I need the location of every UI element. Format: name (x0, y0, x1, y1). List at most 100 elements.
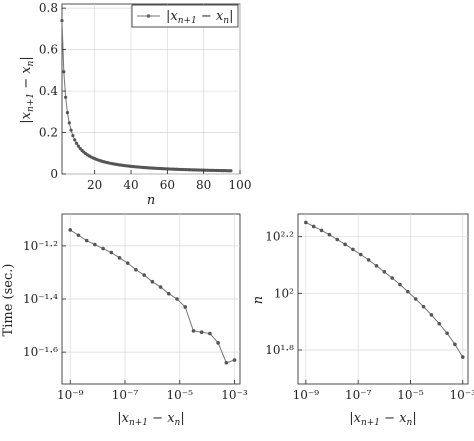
x-tick-label: 40 (123, 178, 138, 192)
data-point (101, 246, 105, 251)
data-point (71, 134, 75, 138)
data-point (374, 264, 379, 268)
data-point (167, 291, 171, 296)
data-point (453, 342, 457, 347)
x-tick-label: 10⁻³ (450, 388, 474, 402)
legend-marker (146, 14, 151, 18)
data-point (67, 121, 71, 125)
data-point (93, 242, 97, 247)
data-point (311, 224, 316, 229)
series-line (69, 229, 235, 364)
x-tick-label: 20 (87, 178, 102, 192)
y-tick-label: 10² (274, 286, 294, 300)
x-tick-label: 100 (229, 178, 252, 192)
y-tick-label: 10¹·⁸ (265, 343, 294, 357)
y-tick-label: 0 (50, 167, 58, 181)
data-point (327, 232, 332, 237)
data-point (351, 247, 355, 252)
data-point (335, 237, 340, 242)
data-point (460, 355, 465, 359)
y-tick-label: 0.4 (39, 84, 58, 98)
data-point (158, 285, 163, 289)
data-point (343, 242, 347, 247)
plot-frame-1 (61, 3, 241, 175)
data-point (429, 313, 434, 317)
x-tick-label: 10⁻⁷ (345, 388, 372, 402)
ticks-1: 20 40 60 80 100 0 0.2 0.4 0.6 0.8 (39, 1, 252, 192)
ticks-3: 10⁻⁹ 10⁻⁷ 10⁻⁵ 10⁻³ 10¹·⁸ 10² 10²·² (265, 230, 474, 402)
data-point (125, 261, 130, 265)
data-point (117, 256, 122, 260)
y-tick-label: 10⁻¹·² (23, 239, 58, 253)
data-point (109, 250, 114, 255)
series-2 (68, 228, 237, 365)
x-axis-label-3: |xn+1 − xn| (349, 411, 416, 428)
data-point (413, 297, 418, 301)
data-point (134, 267, 138, 272)
plot-frame-3 (297, 213, 469, 385)
x-tick-label: 10⁻⁹ (57, 388, 84, 402)
x-tick-label: 10⁻⁵ (167, 388, 194, 402)
data-point (60, 18, 64, 23)
data-point (358, 252, 363, 257)
y-tick-label: 0.8 (39, 1, 58, 15)
data-point (224, 360, 229, 365)
data-point (65, 111, 70, 115)
data-point (76, 233, 81, 238)
data-point (175, 297, 179, 301)
y-tick-label: 10²·² (265, 230, 294, 244)
y-tick-label: 0.2 (39, 126, 58, 140)
data-point (62, 70, 66, 74)
x-tick-label: 10⁻⁵ (397, 388, 424, 402)
x-tick-label: 10⁻³ (221, 388, 248, 402)
x-tick-label: 10⁻⁷ (112, 388, 139, 402)
legend-1: |xn+1 − xn| (131, 4, 239, 28)
data-point (304, 220, 308, 225)
data-point (64, 95, 68, 99)
data-point (319, 228, 324, 233)
legend-box (131, 4, 239, 28)
chart-time: 10⁻⁹ 10⁻⁷ 10⁻⁵ 10⁻³ 10⁻¹·² 10⁻¹·⁴ 10⁻¹·⁶ |xn+1… (1, 213, 248, 428)
chart-convergence: 20 40 60 80 100 0 0.2 0.4 0.6 0.8 |xn+1 − xn| n |… (19, 1, 251, 208)
y-axis-label-3: n (251, 296, 266, 304)
data-point (68, 228, 73, 232)
y-tick-label: 10⁻¹·⁶ (23, 345, 58, 359)
data-point (382, 270, 387, 274)
y-axis-label-1: |xn+1 − xn| (19, 56, 36, 123)
data-point (437, 321, 442, 326)
y-axis-label-2: Time (sec.) (1, 264, 16, 337)
chart-iterations: 10⁻⁹ 10⁻⁷ 10⁻⁵ 10⁻³ 10¹·⁸ 10² 10²·² |xn+1 − xn… (251, 213, 474, 428)
series-line (305, 222, 464, 358)
x-axis-label-2: |xn+1 − xn| (117, 411, 184, 428)
grid-1 (62, 4, 241, 175)
data-point (445, 331, 449, 336)
x-axis-label-1: n (147, 193, 155, 208)
series-1 (60, 18, 233, 173)
data-point (208, 331, 212, 336)
y-tick-label: 10⁻¹·⁴ (23, 292, 58, 306)
data-point (150, 279, 155, 284)
data-point (216, 341, 220, 345)
data-point (191, 329, 196, 333)
data-point (142, 273, 146, 277)
data-point (69, 128, 73, 132)
data-point (366, 258, 371, 262)
data-point (199, 330, 204, 335)
x-tick-label: 10⁻⁹ (293, 388, 320, 402)
data-point (229, 169, 233, 173)
grid-2 (62, 214, 240, 384)
data-point (421, 304, 426, 309)
ticks-2: 10⁻⁹ 10⁻⁷ 10⁻⁵ 10⁻³ 10⁻¹·² 10⁻¹·⁴ 10⁻¹·⁶ (23, 239, 248, 402)
grid-3 (298, 214, 468, 384)
data-point (73, 138, 77, 142)
x-tick-label: 80 (196, 178, 211, 192)
data-point (398, 282, 402, 287)
y-tick-label: 0.6 (39, 43, 58, 57)
data-point (406, 289, 410, 294)
data-point (84, 238, 89, 243)
series-line (61, 20, 231, 172)
series-3 (304, 220, 465, 359)
data-point (232, 358, 237, 362)
data-point (183, 305, 188, 309)
